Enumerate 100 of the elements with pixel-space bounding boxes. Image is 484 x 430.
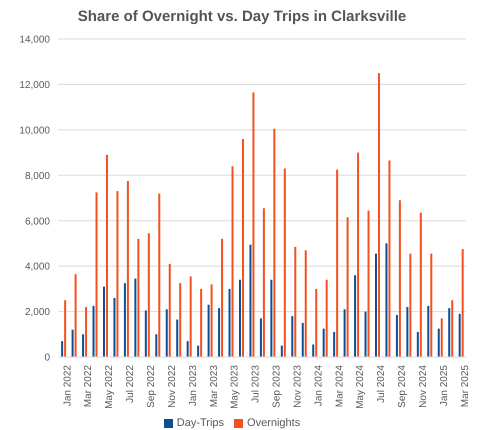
bar: [336, 170, 338, 357]
bar: [396, 314, 398, 357]
bar: [82, 334, 84, 357]
y-tick-label: 8,000: [24, 170, 50, 182]
bar: [124, 283, 126, 357]
y-tick-label: 14,000: [19, 34, 50, 46]
y-tick-label: 4,000: [24, 262, 50, 273]
bar: [106, 154, 108, 357]
bar: [260, 318, 262, 357]
bar: [242, 138, 244, 357]
chart-title: Share of Overnight vs. Day Trips in Clarksville: [76, 8, 408, 25]
bar: [210, 284, 213, 357]
bar: [368, 210, 370, 357]
bar: [85, 307, 88, 357]
bar: [168, 264, 171, 357]
y-tick-label: 10,000: [19, 125, 50, 136]
bar: [96, 192, 98, 357]
y-tick-label: 12,000: [19, 80, 50, 91]
bar: [438, 328, 440, 357]
bar: [451, 300, 454, 357]
bar: [158, 193, 160, 357]
bar: [270, 280, 272, 357]
bar: [232, 166, 234, 357]
bar: [315, 288, 318, 357]
bar: [420, 212, 422, 357]
bar: [72, 330, 74, 357]
bar: [346, 217, 349, 357]
bar: [448, 308, 450, 357]
x-tick-label: Sep 2023: [272, 364, 283, 408]
bar: [416, 332, 419, 357]
x-tick-label: May 2022: [104, 364, 116, 409]
bar: [190, 276, 192, 357]
legend-label: Day-Trips: [176, 417, 224, 429]
x-tick-label: Mar 2024: [334, 364, 346, 408]
bar: [208, 304, 210, 357]
bar: [186, 341, 189, 357]
x-tick-label: Jan 2023: [188, 364, 199, 406]
x-tick-label: Mar 2022: [83, 364, 94, 408]
bar: [462, 249, 464, 357]
x-tick-label: Jan 2025: [438, 364, 450, 406]
bar: [398, 200, 401, 357]
bar: [458, 314, 461, 357]
bar: [148, 233, 150, 357]
bar: [378, 73, 380, 357]
bar: [116, 191, 118, 357]
x-tick-label: Jul 2024: [376, 364, 388, 403]
bar: [427, 306, 430, 357]
bar: [74, 274, 77, 357]
x-tick-label: May 2024: [355, 364, 366, 409]
bar: [166, 309, 168, 357]
bar: [385, 243, 388, 357]
bar: [61, 341, 64, 357]
bar: [200, 288, 202, 357]
bar: [294, 246, 296, 357]
bar: [326, 280, 328, 357]
bar: [302, 322, 304, 357]
x-tick-label: Jul 2023: [250, 364, 262, 403]
y-tick-label: 0: [44, 352, 50, 364]
bar: [357, 152, 360, 357]
x-tick-label: Nov 2022: [166, 364, 178, 408]
bar: [249, 244, 252, 357]
bar: [344, 309, 346, 357]
bar: [64, 300, 66, 357]
bar: [430, 254, 432, 357]
bar: [388, 160, 390, 357]
bar: [137, 238, 140, 357]
bar: [134, 278, 136, 357]
y-tick-label: 2,000: [24, 307, 50, 318]
bar: [280, 346, 283, 357]
bar: [113, 298, 116, 357]
x-tick-label: Jan 2022: [62, 364, 74, 406]
bar: [262, 208, 265, 357]
bar: [197, 346, 200, 357]
y-tick-label: 6,000: [24, 216, 50, 228]
bar: [354, 275, 356, 357]
bar: [291, 316, 294, 357]
bar: [221, 238, 224, 357]
bar: [333, 332, 336, 357]
bar: [364, 312, 367, 357]
x-tick-label: Nov 2023: [292, 364, 304, 408]
bar: [406, 307, 408, 357]
bar: [176, 320, 178, 357]
bar: [409, 254, 412, 357]
x-tick-label: Mar 2023: [208, 364, 220, 408]
bar: [238, 280, 241, 357]
bar: [92, 306, 95, 357]
bar: [312, 344, 314, 357]
bar: [102, 286, 105, 357]
x-tick-label: Nov 2024: [418, 364, 430, 408]
bar: [273, 128, 276, 357]
bar: [155, 334, 158, 357]
x-tick-label: Sep 2022: [146, 364, 158, 408]
bar: [374, 254, 377, 357]
bar: [228, 288, 231, 357]
x-tick-label: Mar 2025: [460, 364, 471, 408]
bar: [322, 328, 325, 357]
bar: [126, 180, 129, 357]
bar: [440, 318, 443, 357]
bar: [284, 168, 286, 357]
x-tick-label: Jan 2024: [313, 364, 324, 406]
